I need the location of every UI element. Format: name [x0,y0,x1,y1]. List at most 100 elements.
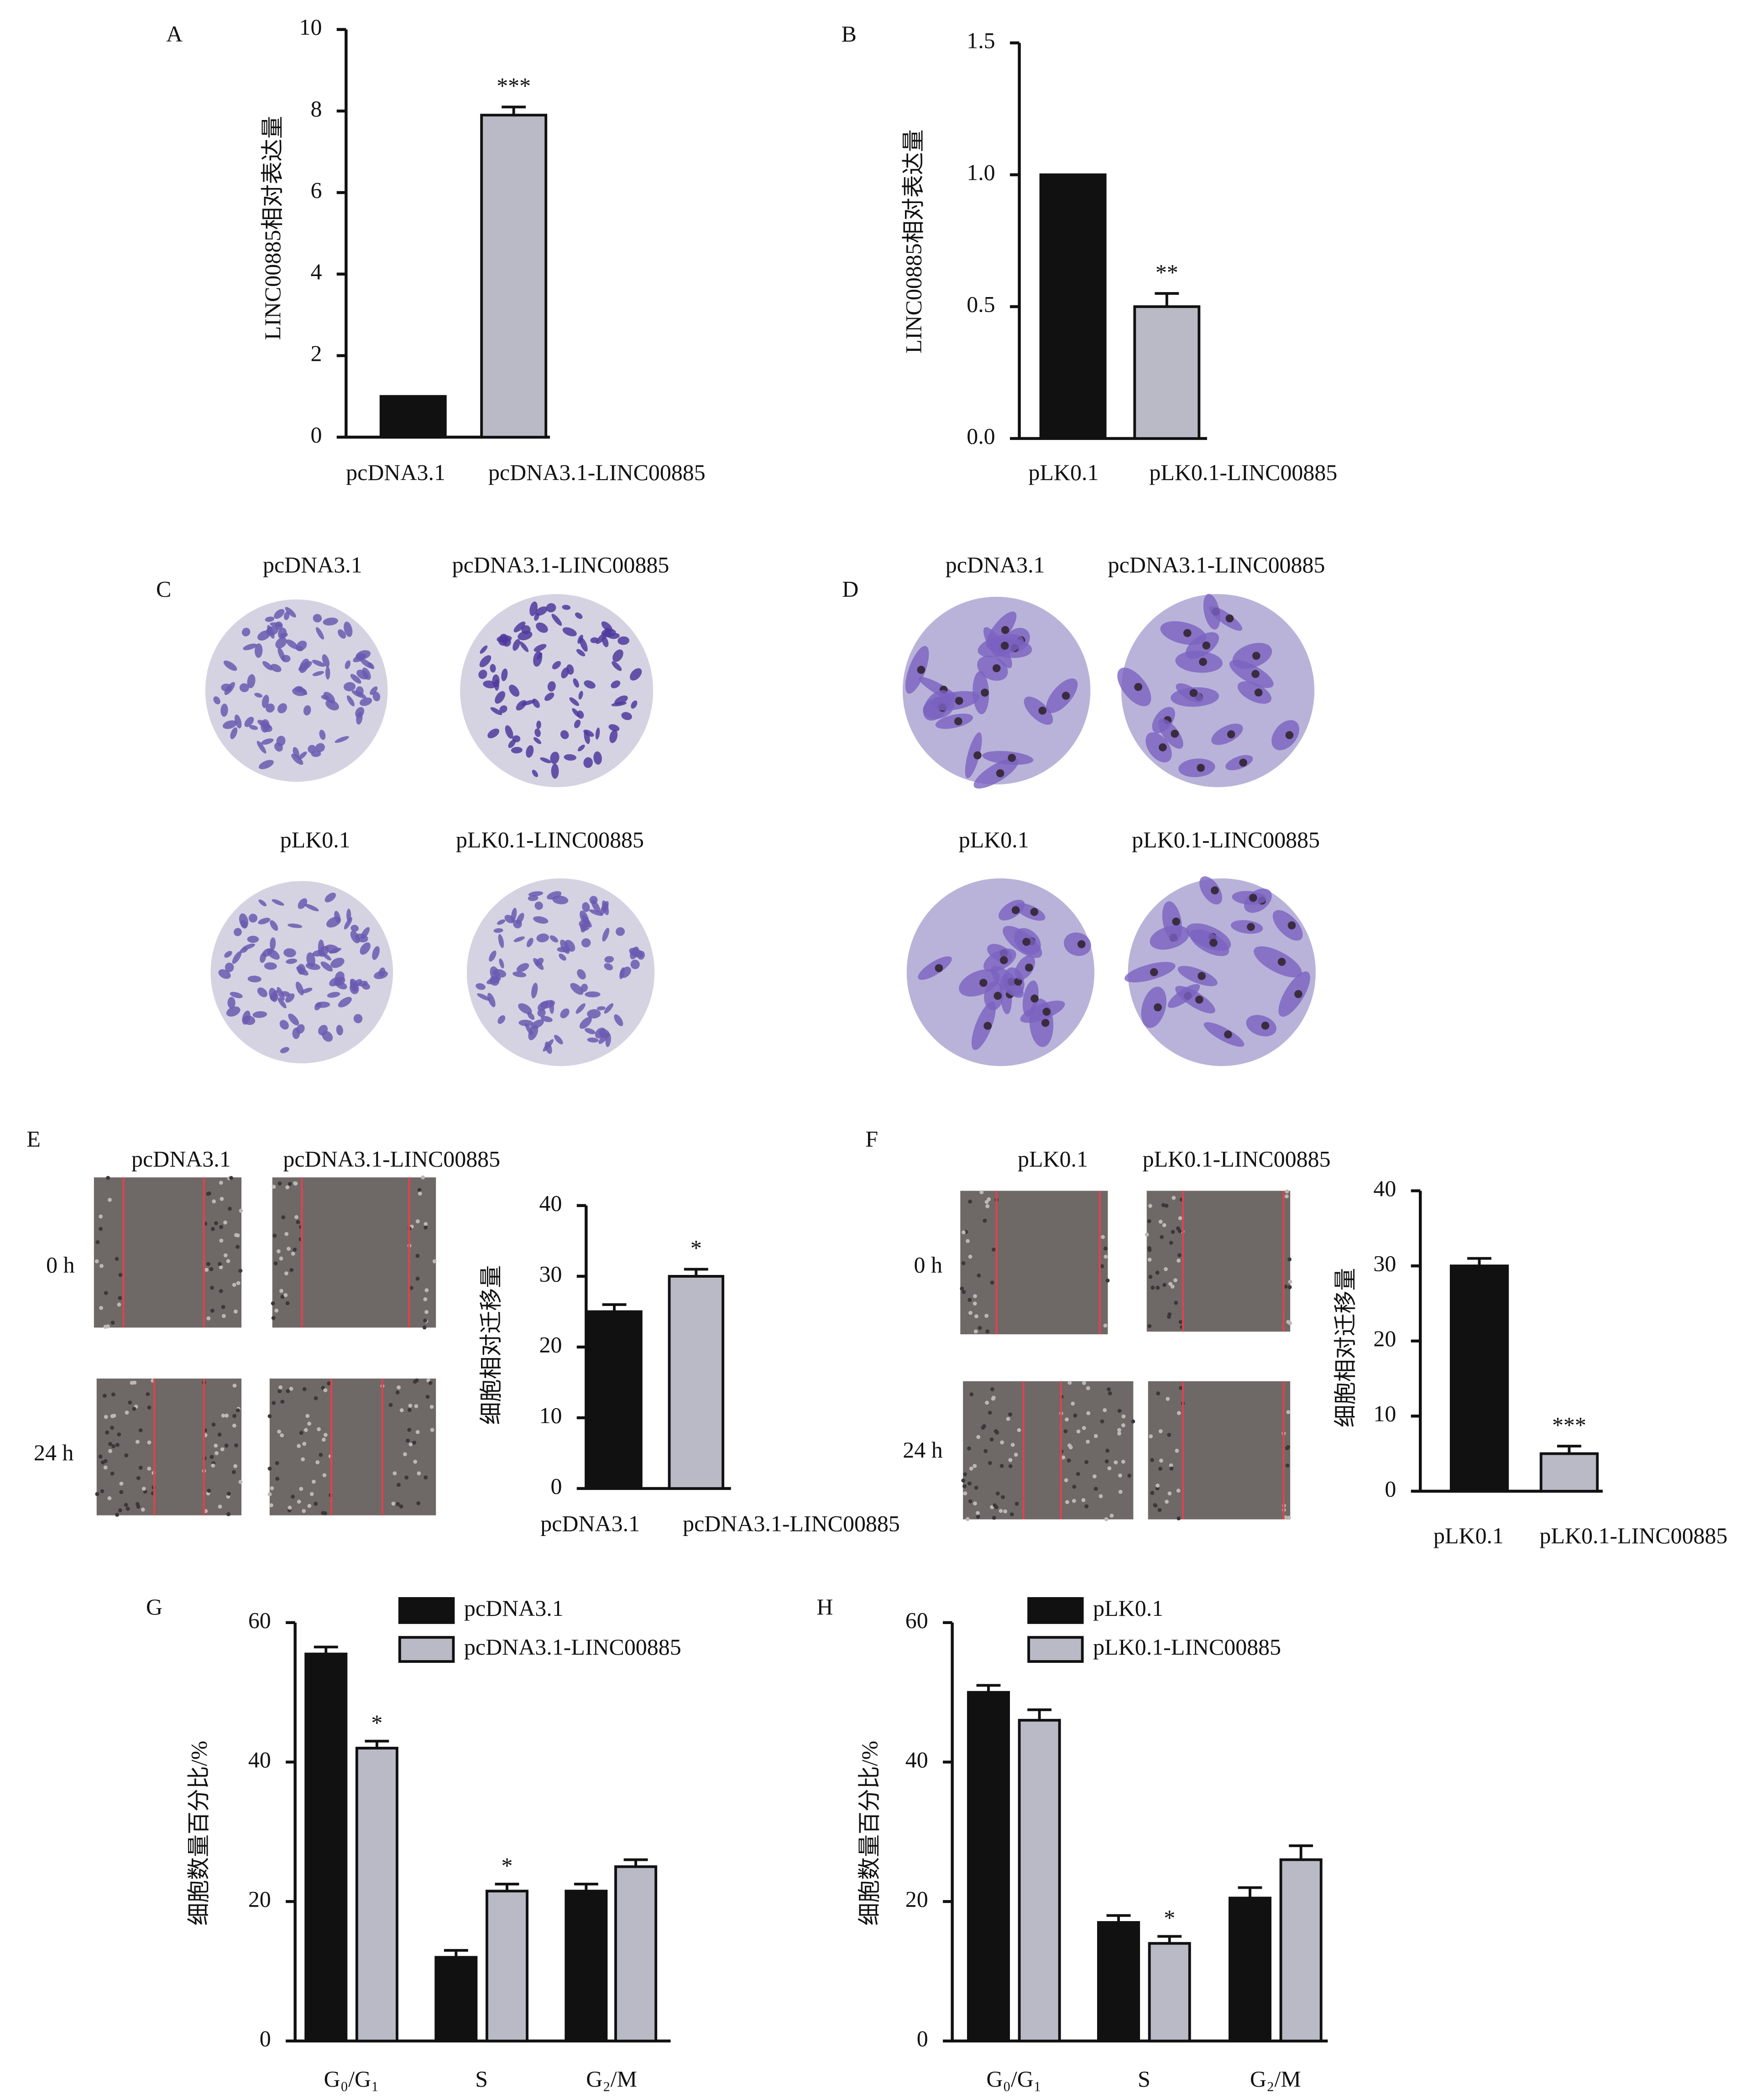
cell-texture [223,1253,228,1258]
cell-texture [284,1232,289,1236]
cell-texture [413,1379,417,1384]
cell-texture [219,1289,223,1293]
cell-shape [575,1003,586,1014]
cell-texture [1009,1512,1014,1516]
cell-nucleus [1251,670,1260,678]
cell-shape [580,923,590,931]
panel-label: C [156,576,171,601]
bar [1229,1896,1272,2043]
cell-texture [1286,1445,1290,1449]
cell-texture [1159,1458,1163,1463]
cell-shape [487,993,496,1008]
cell-texture [417,1471,421,1476]
cell-shape [575,612,583,619]
cell-texture [323,1433,328,1437]
cell-texture [126,1506,130,1511]
cell-shape [577,969,586,980]
cell-texture [982,1424,986,1428]
cell-texture [271,1316,276,1320]
error-bar [365,1740,389,1748]
cell-shape [330,957,345,968]
cell-shape [1231,920,1263,934]
cell-texture [1148,1275,1153,1279]
cell-shape [498,934,504,948]
cell-shape [277,627,287,639]
image-title: pLK0.1 [959,827,1029,852]
cell-shape [495,691,506,704]
cell-texture [1178,1320,1183,1324]
cell-shape [528,891,544,897]
cell-texture [1107,1387,1111,1391]
cell-texture [232,1470,236,1474]
cell-shape [244,716,254,727]
cell-texture [1107,1466,1112,1471]
cell-shape [535,957,544,966]
cell-shape [602,903,609,912]
cell-texture [983,1218,987,1223]
cell-texture [220,1447,225,1452]
cell-texture [118,1273,123,1277]
cell-shape [312,671,324,676]
cell-shape [226,1006,241,1017]
cell-texture [206,1262,210,1266]
cell-shape [277,998,287,1008]
cell-shape [370,686,378,695]
x-tick-label: G₀/G₁ [324,2066,379,2091]
cell-texture [138,1466,143,1470]
cell-nucleus [917,666,926,674]
cell-shape [320,961,333,972]
cell-texture [1177,1411,1181,1416]
cell-texture [327,1381,331,1386]
cell-texture [206,1316,211,1321]
cell-texture [279,1256,283,1261]
cell-texture [1093,1434,1098,1438]
cell-texture [424,1475,428,1480]
cell-shape [534,728,541,737]
cell-nucleus [992,664,1001,673]
cell-nucleus [1171,730,1179,738]
cell-texture [1288,1280,1292,1284]
cell-shape [502,637,511,647]
cell-shape [304,904,319,911]
significance-label: * [371,1710,382,1735]
cell-texture [1086,1439,1090,1444]
cell-shape [1278,971,1310,1017]
cell-texture [312,1479,316,1484]
cell-texture [102,1394,107,1398]
cell-nucleus [1189,689,1198,697]
cell-nucleus [1252,652,1260,660]
cell-texture [985,1329,990,1334]
cell-shape [336,1024,343,1035]
cell-nucleus [954,717,962,726]
cell-texture [128,1400,132,1405]
cell-texture [110,1321,115,1325]
cell-shape [608,724,620,731]
y-tick-label: 60 [248,1607,271,1633]
bar [1018,1719,1061,2043]
cell-texture [1165,1499,1169,1504]
cell-shape [350,925,359,932]
cell-texture [132,1406,136,1411]
cell-texture [990,1387,994,1391]
cell-texture [418,1191,422,1196]
cell-shape [589,909,603,916]
cell-texture [1103,1246,1108,1251]
cell-texture [277,1181,282,1186]
y-tick-label: 4 [310,259,322,284]
cell-shape [243,643,257,650]
cell-texture [425,1395,430,1399]
cell-shape [351,690,366,699]
cell-texture [110,1414,115,1418]
cell-texture [1072,1499,1076,1503]
cell-texture [432,1259,437,1264]
cell-texture [984,1200,989,1204]
cell-shape [279,1020,289,1030]
cell-texture [1118,1473,1122,1478]
cell-shape [312,659,325,667]
cell-texture [1086,1386,1090,1390]
cell-shape [490,707,502,716]
wound-image [1148,1381,1291,1520]
cell-texture [967,1481,972,1486]
cell-texture [423,1297,428,1301]
cell-shape [518,1003,532,1014]
